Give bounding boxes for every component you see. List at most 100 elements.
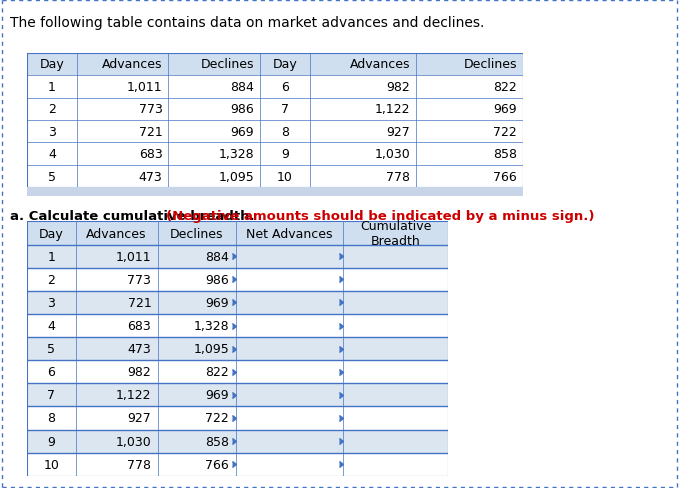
Bar (158, 361, 236, 384)
Text: 4: 4 (48, 148, 56, 161)
Bar (27, 99, 77, 121)
Bar (236, 361, 343, 384)
Text: 969: 969 (206, 296, 230, 309)
Text: 1,328: 1,328 (194, 319, 230, 332)
Bar (343, 314, 448, 337)
Bar (27, 407, 75, 429)
Bar (27, 143, 77, 165)
Text: 778: 778 (128, 458, 151, 471)
Bar (27, 291, 75, 314)
Bar (236, 245, 343, 268)
Text: 969: 969 (206, 388, 230, 402)
Text: 986: 986 (230, 103, 254, 116)
Bar (75, 453, 158, 476)
Bar (27, 384, 75, 407)
Text: 884: 884 (230, 81, 254, 94)
Text: 7: 7 (48, 388, 56, 402)
Bar (416, 99, 523, 121)
Text: 778: 778 (386, 170, 410, 183)
Text: 773: 773 (139, 103, 162, 116)
Bar (27, 54, 77, 76)
Bar (236, 268, 343, 291)
Text: 7: 7 (281, 103, 289, 116)
Text: 8: 8 (281, 125, 289, 139)
Text: 683: 683 (139, 148, 162, 161)
Bar (168, 165, 260, 188)
Bar (77, 54, 168, 76)
Bar (77, 121, 168, 143)
Text: 2: 2 (48, 103, 56, 116)
Text: 884: 884 (205, 250, 230, 263)
Text: 473: 473 (128, 343, 151, 355)
Bar (75, 245, 158, 268)
Text: 1,011: 1,011 (115, 250, 151, 263)
Bar (158, 268, 236, 291)
Bar (77, 99, 168, 121)
Bar (310, 165, 416, 188)
Bar (310, 121, 416, 143)
Text: 766: 766 (206, 458, 230, 471)
Text: 1,328: 1,328 (219, 148, 254, 161)
Bar (416, 165, 523, 188)
Text: 1,122: 1,122 (116, 388, 151, 402)
Text: 8: 8 (48, 412, 56, 425)
Bar (27, 361, 75, 384)
Text: Declines: Declines (201, 59, 254, 71)
Text: 986: 986 (206, 273, 230, 286)
Text: 1,122: 1,122 (375, 103, 410, 116)
Bar (168, 76, 260, 99)
Text: 858: 858 (205, 435, 230, 447)
Bar (158, 314, 236, 337)
Text: 1,011: 1,011 (127, 81, 162, 94)
Bar (75, 384, 158, 407)
Bar (75, 314, 158, 337)
Text: Advances: Advances (86, 227, 147, 240)
Bar (236, 222, 343, 245)
Text: The following table contains data on market advances and declines.: The following table contains data on mar… (10, 16, 485, 30)
Bar (27, 222, 75, 245)
Text: Declines: Declines (463, 59, 517, 71)
Bar (260, 165, 310, 188)
Bar (310, 99, 416, 121)
Bar (27, 453, 75, 476)
Text: 473: 473 (139, 170, 162, 183)
Bar (236, 291, 343, 314)
Text: 822: 822 (206, 366, 230, 379)
Bar (158, 407, 236, 429)
Bar (168, 121, 260, 143)
Text: 1,030: 1,030 (115, 435, 151, 447)
Bar (75, 429, 158, 453)
Text: 927: 927 (386, 125, 410, 139)
Text: Net Advances: Net Advances (246, 227, 333, 240)
Text: (Negative amounts should be indicated by a minus sign.): (Negative amounts should be indicated by… (166, 210, 595, 223)
Bar (236, 453, 343, 476)
Bar (310, 143, 416, 165)
Bar (158, 222, 236, 245)
Bar (260, 99, 310, 121)
Text: Cumulative
Breadth: Cumulative Breadth (360, 220, 431, 247)
Bar (27, 165, 77, 188)
Text: 6: 6 (281, 81, 289, 94)
Bar (416, 54, 523, 76)
Text: 773: 773 (128, 273, 151, 286)
Text: Declines: Declines (170, 227, 223, 240)
Text: 927: 927 (128, 412, 151, 425)
Bar (343, 268, 448, 291)
Bar (75, 337, 158, 361)
Bar (343, 429, 448, 453)
Bar (158, 337, 236, 361)
Bar (27, 121, 77, 143)
Bar (77, 76, 168, 99)
Bar (343, 245, 448, 268)
Bar (236, 407, 343, 429)
Text: 4: 4 (48, 319, 55, 332)
Bar (27, 337, 75, 361)
Bar (416, 121, 523, 143)
Bar (168, 143, 260, 165)
Bar (158, 245, 236, 268)
Text: Day: Day (39, 227, 64, 240)
Bar (168, 99, 260, 121)
Bar (158, 291, 236, 314)
Bar (75, 222, 158, 245)
Bar (260, 54, 310, 76)
